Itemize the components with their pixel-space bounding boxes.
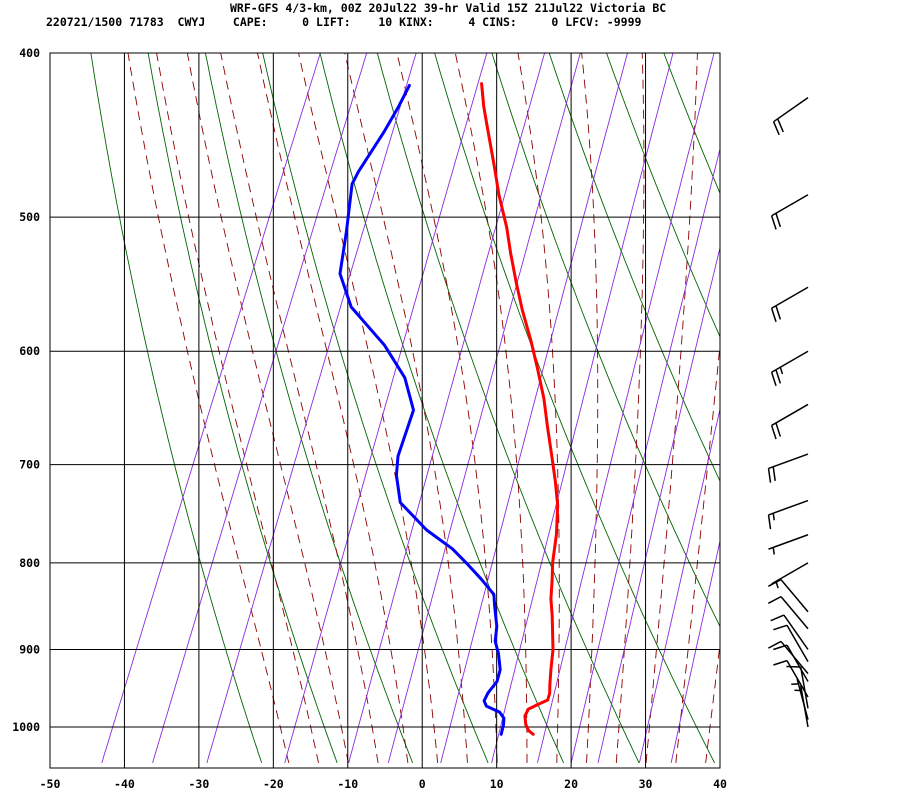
dry-adiabat [376,53,640,764]
mixing-ratio-line [440,53,628,764]
x-tick-label: 0 [419,777,426,791]
moist-adiabat [127,53,290,764]
dry-adiabat [876,15,900,763]
wind-barb [772,96,809,136]
dewpoint-profile [338,83,506,736]
dry-adiabat [434,53,716,764]
profiles [338,82,560,736]
x-tick-label: 40 [713,777,727,791]
moist-adiabat [645,53,698,763]
moist-adiabat [705,640,720,763]
dry-adiabat [262,53,489,764]
moist-adiabat [454,53,528,763]
mixing-ratio-line [152,53,368,764]
x-tick-label: -40 [114,777,135,791]
x-tick-label: 20 [564,777,578,791]
dry-adiabat [706,15,900,763]
mixing-ratio-line [206,53,417,764]
wind-barbs [767,96,809,728]
dry-adiabat [606,53,720,338]
mixing-ratio-line [537,53,715,764]
x-tick-label: 30 [639,777,653,791]
dry-adiabat [90,53,263,764]
wind-barb [767,640,809,675]
moist-adiabat [186,53,349,763]
y-tick-label: 500 [19,210,40,224]
mixing-ratio-line [284,53,488,764]
x-tick-label: -10 [337,777,358,791]
wind-barb [767,578,809,613]
dry-adiabat [491,53,720,628]
wind-barb [770,350,809,387]
dry-adiabat [319,53,565,764]
moist-adiabat [517,53,560,763]
moist-adiabat [396,53,498,763]
temperature-profile [480,82,560,736]
wind-barb [768,534,809,555]
dry-adiabat [663,53,720,195]
sounding-indices: 220721/1500 71783 CWYJ CAPE: 0 LIFT: 10 … [46,15,642,29]
x-tick-label: -20 [263,777,284,791]
chart-title: WRF-GFS 4/3-km, 00Z 20Jul22 39-hr Valid … [230,1,667,15]
mixing-ratio-line [597,246,720,764]
temperature-axis: -50 -40 -30 -20 -10 0 10 20 30 40 [40,777,727,791]
y-tick-label: 400 [19,46,40,60]
wind-barb [786,665,809,709]
y-tick-label: 700 [19,458,40,472]
wind-barb [767,499,809,530]
moist-adiabat [675,341,720,763]
wind-barb [770,403,809,440]
mixing-ratio-line [491,53,674,764]
y-tick-label: 900 [19,642,40,656]
wind-barb [791,678,809,720]
mixing-ratio-line [670,539,720,764]
mixing-ratio-line [348,53,546,764]
x-tick-label: -30 [188,777,209,791]
wind-barb [773,659,809,698]
plot-frame [49,52,721,769]
grid [49,52,721,768]
pressure-axis: 400 500 600 700 800 900 1000 [12,46,40,734]
dry-adiabat [819,15,900,763]
y-tick-label: 800 [19,556,40,570]
x-tick-label: -50 [40,777,61,791]
wind-barb [767,453,809,483]
moist-adiabat [220,53,379,763]
moist-adiabat [257,53,409,763]
y-tick-label: 600 [19,344,40,358]
mixing-ratio-line [638,407,720,764]
wind-barb [767,595,809,630]
dry-adiabat [204,53,414,764]
wind-barb [770,194,809,230]
moist-adiabat [156,53,319,763]
moist-adiabat [615,53,645,763]
wind-barb [770,614,809,650]
wind-barb [771,562,809,589]
moist-adiabat [298,53,439,763]
mixing-ratio-line [387,53,581,764]
background-lines [90,15,900,764]
dry-adiabat [763,15,900,763]
x-tick-label: 10 [490,777,504,791]
mixing-ratio-line [570,147,720,764]
wind-barb [773,624,809,663]
y-tick-label: 1000 [12,720,40,734]
wind-barb [770,286,809,323]
moist-adiabat [344,53,468,763]
